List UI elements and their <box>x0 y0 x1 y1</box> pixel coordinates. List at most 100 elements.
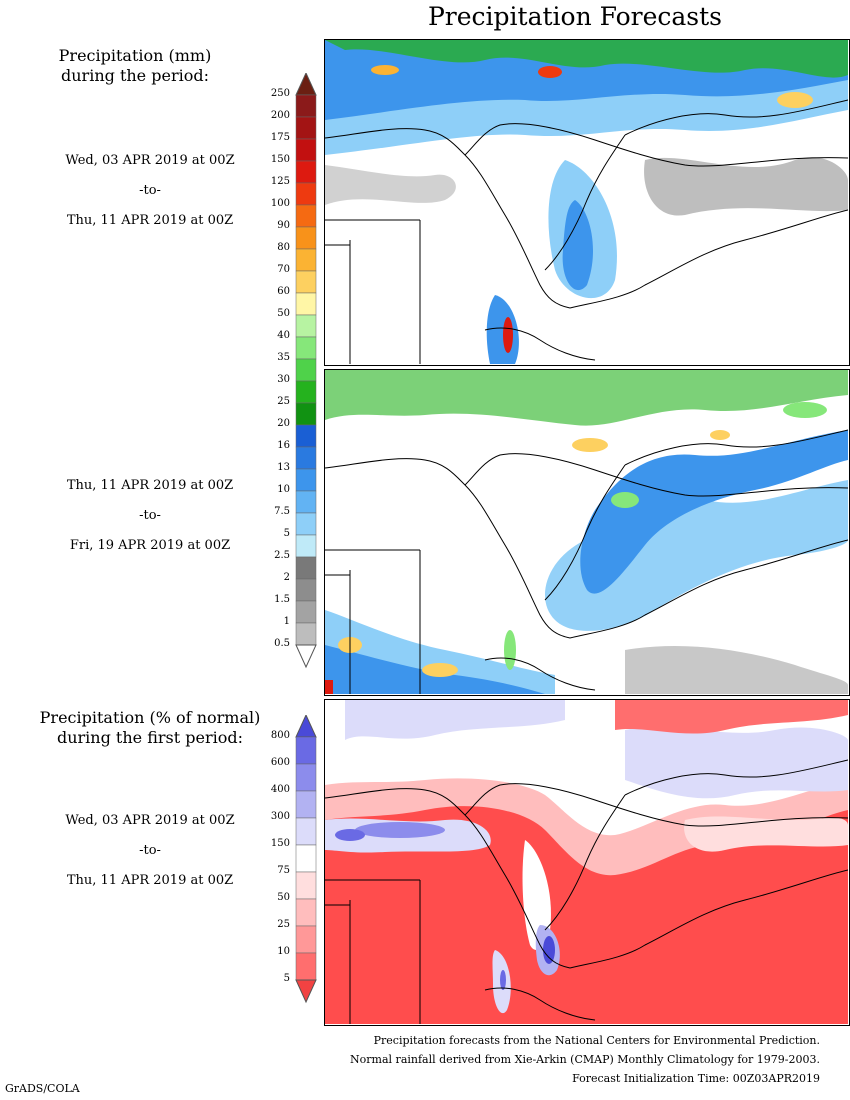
precip-swatch <box>295 94 317 118</box>
footer-line2: Normal rainfall derived from Xie-Arkin (… <box>350 1053 820 1066</box>
map-panel-period2 <box>324 369 850 696</box>
percent-tick-label: 10 <box>277 946 290 957</box>
percent-tick-label: 300 <box>270 811 290 822</box>
percent-tick-label: 75 <box>277 865 290 876</box>
period2-sep: -to- <box>139 508 161 523</box>
legend1-heading: Precipitation (mm) during the period: <box>20 46 250 86</box>
precip-swatch <box>295 336 317 360</box>
precip-swatch <box>295 160 317 184</box>
period3-sep: -to- <box>139 843 161 858</box>
percent-tick-label: 25 <box>277 919 290 930</box>
legend2-heading-line1: Precipitation (% of normal) <box>39 708 261 727</box>
precip-swatch <box>295 270 317 294</box>
precip-swatch <box>295 380 317 404</box>
precip-tick-label: 175 <box>270 132 290 143</box>
precip-tick-label: 5 <box>283 528 290 539</box>
precip-tick-label: 50 <box>277 308 290 319</box>
map-panel-percent-normal <box>324 699 850 1026</box>
precip-swatch <box>295 468 317 492</box>
precip-tick-label: 30 <box>277 374 290 385</box>
precip-bottom-arrow <box>295 644 317 669</box>
precip-swatch <box>295 424 317 448</box>
period1-start: Wed, 03 APR 2019 at 00Z <box>65 153 235 168</box>
precip-swatch <box>295 402 317 426</box>
precip-tick-label: 100 <box>270 198 290 209</box>
precip-swatch <box>295 490 317 514</box>
precip-tick-label: 1 <box>283 616 290 627</box>
precip-swatch <box>295 204 317 228</box>
legend2-heading-line2: during the first period: <box>56 728 244 747</box>
precip-tick-label: 60 <box>277 286 290 297</box>
precip-swatch <box>295 182 317 206</box>
percent-tick-label: 400 <box>270 784 290 795</box>
percent-swatch <box>295 871 317 900</box>
precip-colorbar <box>295 73 317 669</box>
precip-tick-label: 0.5 <box>274 638 290 649</box>
precip-swatch <box>295 226 317 250</box>
page-title: Precipitation Forecasts <box>427 2 723 31</box>
precip-swatch <box>295 512 317 536</box>
precip-swatch <box>295 314 317 338</box>
precip-swatch <box>295 248 317 272</box>
percent-normal-colorbar <box>295 715 317 1004</box>
precip-tick-label: 2.5 <box>274 550 290 561</box>
footer-line3: Forecast Initialization Time: 00Z03APR20… <box>572 1072 820 1085</box>
precip-tick-label: 13 <box>277 462 290 473</box>
percent-swatch <box>295 763 317 792</box>
precip-tick-label: 20 <box>277 418 290 429</box>
precip-tick-label: 70 <box>277 264 290 275</box>
precip-tick-label: 200 <box>270 110 290 121</box>
period1-end: Thu, 11 APR 2019 at 00Z <box>66 213 234 228</box>
percent-swatch <box>295 790 317 819</box>
precip-tick-label: 25 <box>277 396 290 407</box>
precip-swatch <box>295 292 317 316</box>
legend1-heading-line2: during the period: <box>61 66 209 85</box>
precip-tick-label: 90 <box>277 220 290 231</box>
precip-tick-label: 40 <box>277 330 290 341</box>
period2-start: Thu, 11 APR 2019 at 00Z <box>66 478 234 493</box>
percent-top-arrow <box>295 715 317 738</box>
period3-start: Wed, 03 APR 2019 at 00Z <box>65 813 235 828</box>
precip-swatch <box>295 578 317 602</box>
percent-tick-label: 800 <box>270 730 290 741</box>
percent-swatch <box>295 736 317 765</box>
precip-swatch <box>295 556 317 580</box>
period1-sep: -to- <box>139 183 161 198</box>
percent-tick-label: 50 <box>277 892 290 903</box>
percent-swatch <box>295 925 317 954</box>
precip-tick-label: 150 <box>270 154 290 165</box>
precip-tick-label: 2 <box>283 572 290 583</box>
precip-top-arrow <box>295 73 317 96</box>
precip-swatch <box>295 116 317 140</box>
percent-bottom-arrow <box>295 979 317 1004</box>
percent-tick-label: 150 <box>270 838 290 849</box>
precip-tick-label: 35 <box>277 352 290 363</box>
precip-swatch <box>295 600 317 624</box>
precip-tick-label: 80 <box>277 242 290 253</box>
precip-tick-label: 16 <box>277 440 290 451</box>
precip-swatch <box>295 358 317 382</box>
percent-tick-label: 5 <box>283 973 290 984</box>
map-panel-period1 <box>324 39 850 366</box>
percent-swatch <box>295 817 317 846</box>
precip-tick-label: 10 <box>277 484 290 495</box>
legend2-heading: Precipitation (% of normal) during the f… <box>20 708 280 748</box>
period2-end: Fri, 19 APR 2019 at 00Z <box>69 538 231 553</box>
percent-swatch <box>295 952 317 981</box>
precip-swatch <box>295 534 317 558</box>
percent-tick-label: 600 <box>270 757 290 768</box>
precip-swatch <box>295 622 317 646</box>
software-credit: GrADS/COLA <box>5 1082 80 1095</box>
percent-swatch <box>295 898 317 927</box>
percent-swatch <box>295 844 317 873</box>
precip-swatch <box>295 446 317 470</box>
period3-end: Thu, 11 APR 2019 at 00Z <box>66 873 234 888</box>
precip-swatch <box>295 138 317 162</box>
precip-tick-label: 125 <box>270 176 290 187</box>
precip-tick-label: 7.5 <box>274 506 290 517</box>
precip-tick-label: 250 <box>270 88 290 99</box>
footer-notes: Precipitation forecasts from the Nationa… <box>350 1031 820 1088</box>
precip-tick-label: 1.5 <box>274 594 290 605</box>
footer-line1: Precipitation forecasts from the Nationa… <box>373 1034 820 1047</box>
legend1-heading-line1: Precipitation (mm) <box>58 46 212 65</box>
